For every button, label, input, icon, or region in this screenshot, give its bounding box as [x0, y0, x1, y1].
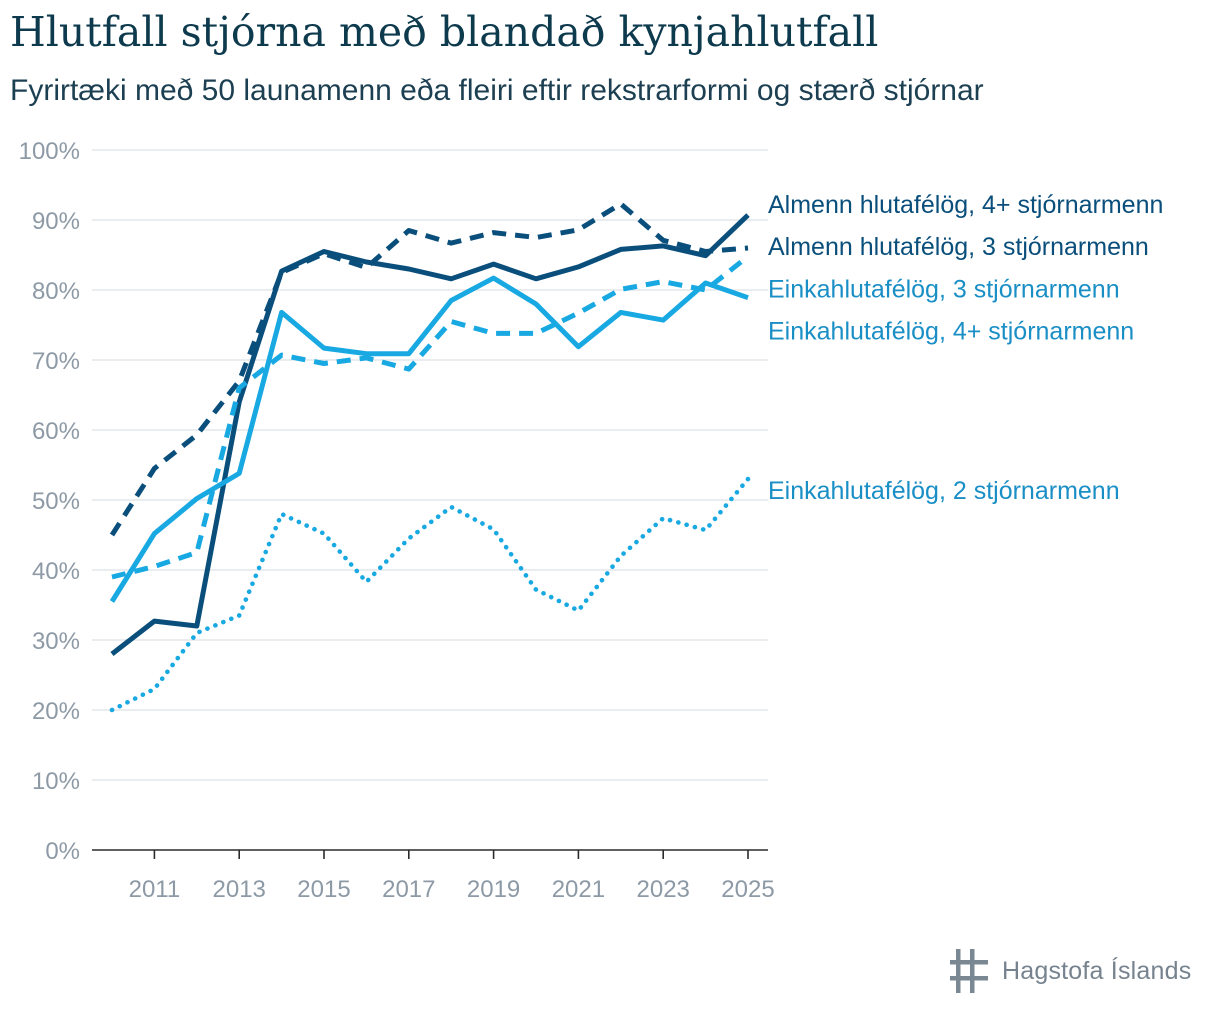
y-tick-label: 60%: [32, 418, 80, 445]
series-line-2: [111, 254, 750, 580]
chart-title: Hlutfall stjórna með blandað kynjahlutfa…: [10, 8, 879, 56]
y-tick-label: 100%: [19, 138, 80, 165]
y-tick-label: 20%: [32, 698, 80, 725]
chart-subtitle: Fyrirtæki með 50 launamenn eða fleiri ef…: [10, 74, 984, 107]
y-tick-label: 70%: [32, 348, 80, 375]
series-line-1: [109, 201, 749, 537]
x-tick-label: 2025: [721, 876, 774, 903]
x-tick-label: 2015: [297, 876, 350, 903]
logo-text: Hagstofa Íslands: [1002, 956, 1192, 985]
x-tick-label: 2021: [552, 876, 605, 903]
series-label-1: Almenn hlutafélög, 3 stjórnarmenn: [768, 233, 1149, 261]
line-chart: 0%10%20%30%40%50%60%70%80%90%100% 2011 20…: [19, 138, 1164, 903]
x-tick-label: 2017: [382, 876, 435, 903]
y-tick-label: 10%: [32, 768, 80, 795]
y-axis: 0% 10% 20% 30% 40% 50% 60% 70% 80% 90% 100%: [19, 138, 80, 865]
hagstofa-logo: Hagstofa Íslands: [950, 946, 1191, 996]
series-label-0: Almenn hlutafélög, 4+ stjórnarmenn: [768, 191, 1163, 219]
y-tick-label: 50%: [32, 488, 80, 515]
y-tick-label: 80%: [32, 278, 80, 305]
y-tick-label: 90%: [32, 208, 80, 235]
series-label-4: Einkahlutafélög, 2 stjórnarmenn: [768, 477, 1120, 505]
x-tick-label: 2019: [467, 876, 520, 903]
grid-lines: [92, 149, 768, 781]
series-lines: [109, 201, 751, 713]
x-tick-label: 2013: [213, 876, 266, 903]
series-labels: Almenn hlutafélög, 4+ stjórnarmenn Almenn…: [768, 191, 1163, 505]
y-tick-label: 0%: [45, 838, 80, 865]
series-line-3: [109, 275, 749, 603]
series-line-4: [109, 476, 751, 713]
x-axis: 2011 2013 2015 2017 2019 2021 2023 2025: [92, 849, 775, 903]
y-tick-label: 40%: [32, 558, 80, 585]
y-tick-label: 30%: [32, 628, 80, 655]
series-label-3: Einkahlutafélög, 4+ stjórnarmenn: [768, 318, 1134, 346]
series-line-0: [110, 213, 750, 656]
x-tick-label: 2011: [129, 876, 181, 903]
x-tick-label: 2023: [637, 876, 690, 903]
hagstofa-logo-icon: [950, 949, 988, 993]
series-label-2: Einkahlutafélög, 3 stjórnarmenn: [768, 276, 1120, 304]
